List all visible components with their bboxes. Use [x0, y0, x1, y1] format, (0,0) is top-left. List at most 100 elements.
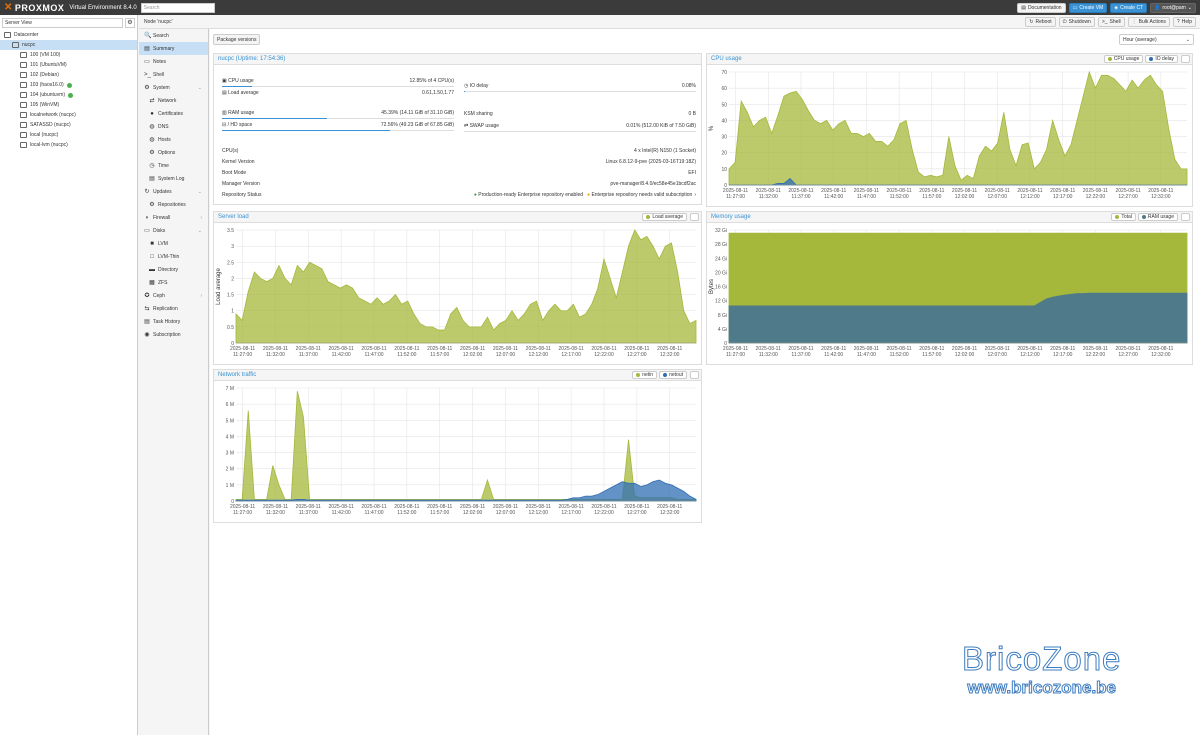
tree-item-label: local-lvm (nucpc) [30, 142, 68, 148]
legend-item[interactable]: Load average [642, 213, 687, 221]
nav-item[interactable]: ■ LVM [139, 237, 208, 250]
create-ct-button[interactable]: ◈ Create CT [1110, 2, 1148, 13]
x-tick-label: 12:32:00 [1151, 194, 1171, 200]
x-tick-label: 11:52:00 [890, 352, 909, 358]
node-action-button[interactable]: ↻ Reboot [1025, 17, 1056, 27]
tree-item[interactable]: nucpc [0, 40, 137, 50]
manager-row: Manager Version pve-manager/8.4.0/ec58e45… [222, 180, 696, 187]
x-tick-label: 12:22:00 [1086, 352, 1106, 358]
x-tick-label: 11:27:00 [726, 352, 745, 358]
documentation-button[interactable]: ▤ Documentation [1017, 2, 1066, 13]
resource-tree-panel: Server View ⚙ Datacenter nucpc 100 (VM 100… [0, 15, 138, 735]
legend-item[interactable]: RAM usage [1137, 213, 1178, 221]
net-chart[interactable]: 01 M2 M3 M4 M5 M6 M7 M2025-08-1111:27:00… [214, 381, 703, 523]
nav-item[interactable]: ⇆ Replication [139, 302, 208, 315]
series-area-netout[interactable] [235, 479, 697, 502]
load-chart-panel: Server load Load average 0 0.5 1 1.5 2 2.5 3 3.5 2… [213, 211, 702, 365]
nav-item[interactable]: >_ Shell [139, 68, 208, 81]
gear-icon[interactable]: ⚙ [125, 17, 135, 28]
nav-item[interactable]: ✪ Ceph › [139, 289, 208, 302]
x-tick-label: 12:27:00 [627, 510, 647, 516]
nav-item[interactable]: ▦ ZFS [139, 276, 208, 289]
timeframe-select[interactable]: Hour (average) ⌄ [1119, 34, 1194, 45]
search-input[interactable]: Search [140, 2, 215, 13]
y-tick-label: 1 M [226, 483, 234, 489]
nav-item[interactable]: ◍ Hosts [139, 133, 208, 146]
nav-icon: >_ [144, 71, 151, 78]
tree-item[interactable]: local-lvm (nucpc) [0, 140, 137, 150]
legend-item[interactable]: netout [659, 371, 687, 379]
undo-zoom-button[interactable] [1181, 213, 1190, 221]
mem-chart[interactable]: 0 4 Gi 8 Gi 12 Gi 16 Gi 20 Gi 24 Gi 28 Gi 32 Gi 2… [707, 223, 1194, 365]
undo-zoom-button[interactable] [690, 213, 699, 221]
watermark: BricoZone www.bricozone.be [961, 640, 1121, 698]
hd-usage-bar [222, 130, 454, 131]
nav-item[interactable]: ⚙ Options [139, 146, 208, 159]
x-tick-label: 2025-08-11 [296, 504, 321, 510]
nav-item[interactable]: ◗ Firewall › [139, 211, 208, 224]
node-action-button[interactable]: >_ Shell [1097, 17, 1125, 27]
tree-item[interactable]: Datacenter [0, 30, 137, 40]
tree-item[interactable]: local (nucpc) [0, 130, 137, 140]
tree-item[interactable]: localnetwork (nucpc) [0, 110, 137, 120]
nav-icon: ■ [150, 240, 154, 247]
nav-item[interactable]: ⚙ System ⌄ [139, 81, 208, 94]
tree-item[interactable]: 102 (Debian) [0, 70, 137, 80]
legend-item[interactable]: netin [632, 371, 658, 379]
node-action-button[interactable]: ⋮ Bulk Actions [1127, 17, 1170, 27]
y-tick-label: 2 [231, 276, 234, 282]
nav-item[interactable]: ▭ Notes [139, 55, 208, 68]
y-tick-label: 0 [724, 183, 727, 189]
tree-item[interactable]: 103 (haos16.0) [0, 80, 137, 90]
repo-row: Repository Status ● Production-ready Ent… [222, 191, 696, 198]
vm-icon [20, 52, 27, 58]
undo-zoom-button[interactable] [690, 371, 699, 379]
legend-item[interactable]: Total [1111, 213, 1136, 221]
package-versions-button[interactable]: Package versions [213, 34, 261, 45]
nav-item[interactable]: ▬ Directory [139, 263, 208, 276]
node-action-button[interactable]: ? Help [1172, 17, 1196, 27]
tree-item[interactable]: 101 (UbuntuVM) [0, 60, 137, 70]
nav-item-label: Task History [153, 318, 181, 325]
series-area-netin[interactable] [235, 391, 697, 502]
x-tick-label: 11:47:00 [364, 352, 383, 358]
nav-item[interactable]: ▤ Task History [139, 315, 208, 328]
nav-icon: ▤ [144, 319, 150, 325]
nav-item[interactable]: ▤ Summary [139, 42, 208, 55]
nav-item[interactable]: ▤ System Log [139, 172, 208, 185]
nav-item[interactable]: ▭ Disks ⌄ [139, 224, 208, 237]
load-chart[interactable]: 00.511.522.533.52025-08-1111:27:002025-0… [214, 223, 703, 365]
y-tick-label: 20 [721, 151, 727, 157]
series-area-ram-usage[interactable] [728, 292, 1188, 344]
user-menu-button[interactable]: 👤 root@pam ⌄ [1150, 2, 1196, 13]
legend-item[interactable]: IO delay [1145, 55, 1178, 63]
undo-zoom-button[interactable] [1181, 55, 1190, 63]
nav-item[interactable]: ⇄ Network [139, 94, 208, 107]
expand-icon: ⌄ [197, 227, 202, 234]
create-vm-button[interactable]: ▭ Create VM [1068, 2, 1108, 13]
nav-item[interactable]: ● Certificates [139, 107, 208, 120]
y-tick-label: 4 M [226, 434, 234, 440]
chevron-right-icon[interactable]: › [694, 191, 696, 198]
nav-item[interactable]: 🔍 Search [139, 29, 208, 42]
series-area-cpu-usage[interactable] [728, 70, 1188, 186]
nav-item[interactable]: ◍ DNS [139, 120, 208, 133]
nav-item[interactable]: ◉ Subscription [139, 328, 208, 341]
nav-item[interactable]: □ LVM-Thin [139, 250, 208, 263]
nav-item[interactable]: ⚙ Repositories [139, 198, 208, 211]
nav-icon: ◗ [145, 214, 149, 221]
series-area-load-average[interactable] [235, 229, 697, 344]
tree-item[interactable]: 104 (ubuntuvm) [0, 90, 137, 100]
tree-item[interactable]: SATASSD (nucpc) [0, 120, 137, 130]
nav-item[interactable]: ↻ Updates ⌄ [139, 185, 208, 198]
tree-item[interactable]: 105 (WinVM) [0, 100, 137, 110]
cpu-chart[interactable]: 0102030405060702025-08-1111:27:002025-08… [707, 65, 1194, 207]
node-action-button[interactable]: ⏻ Shutdown [1058, 17, 1095, 27]
nav-icon: ◉ [144, 332, 150, 338]
legend-item[interactable]: CPU usage [1103, 55, 1144, 63]
nav-item[interactable]: ◷ Time [139, 159, 208, 172]
cpu-icon: ▣ [222, 77, 229, 84]
y-tick-label: 1 [231, 309, 234, 315]
view-select[interactable]: Server View [2, 17, 123, 28]
tree-item[interactable]: 100 (VM 100) [0, 50, 137, 60]
